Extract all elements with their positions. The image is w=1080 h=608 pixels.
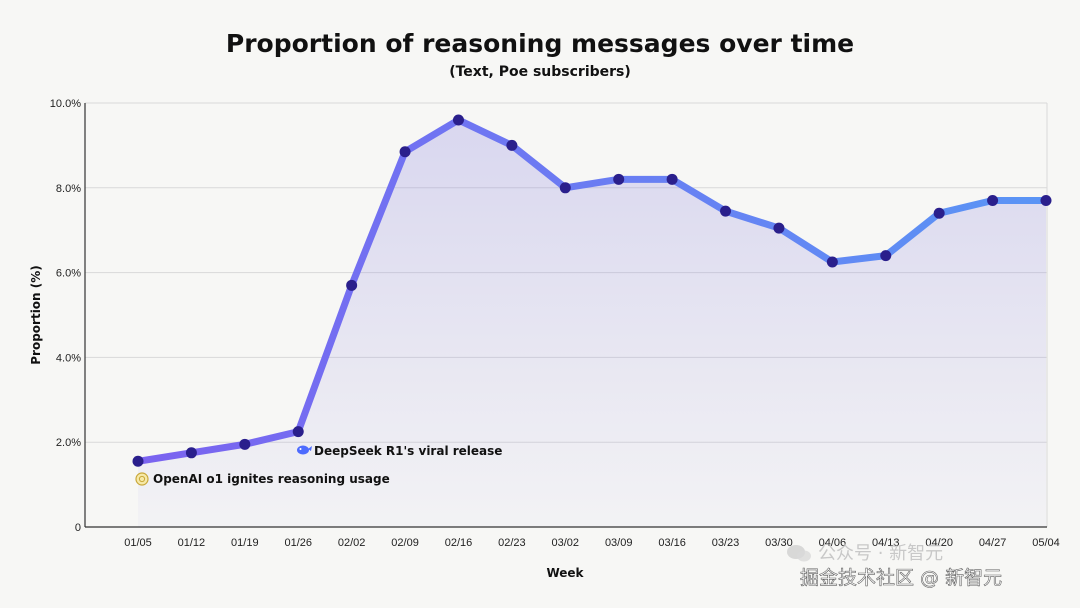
y-tick-label: 6.0% [56, 268, 81, 280]
x-tick-label: 01/19 [231, 537, 259, 549]
y-tick-label: 2.0% [56, 437, 81, 449]
deepseek-whale-icon [297, 445, 312, 455]
data-point-04/20 [933, 207, 945, 219]
data-point-03/09 [613, 173, 625, 185]
data-point-02/16 [452, 114, 464, 126]
series-area [138, 119, 1046, 528]
data-point-05/04 [1040, 195, 1052, 207]
area-fill [138, 119, 1046, 528]
x-tick-label: 03/16 [658, 537, 686, 549]
annotation-deepseek: DeepSeek R1's viral release [297, 444, 502, 458]
axes [84, 103, 1047, 528]
data-point-03/02 [559, 182, 571, 194]
x-tick-label: 01/05 [124, 537, 152, 549]
x-tick-label: 02/02 [338, 537, 366, 549]
watermark-line1: 公众号 · 新智元 [818, 543, 943, 564]
data-point-03/16 [666, 173, 678, 185]
y-tick-label: 4.0% [56, 352, 81, 364]
x-tick-label: 03/30 [765, 537, 793, 549]
watermark: 公众号 · 新智元 掘金技术社区 @ 新智元 [787, 543, 1002, 589]
annotation-deepseek-label: DeepSeek R1's viral release [314, 444, 502, 458]
x-tick-label: 04/13 [872, 537, 900, 549]
data-point-01/26 [292, 426, 304, 438]
y-tick-label: 10.0% [50, 98, 81, 110]
data-point-02/09 [399, 146, 411, 158]
y-tick-label: 0 [75, 522, 81, 534]
chart-title: Proportion of reasoning messages over ti… [226, 29, 854, 58]
data-point-01/05 [132, 455, 144, 467]
x-tick-label: 02/23 [498, 537, 526, 549]
series-line-path [134, 116, 1050, 465]
x-tick-label: 03/02 [552, 537, 580, 549]
data-point-03/23 [720, 205, 732, 217]
chart-subtitle: (Text, Poe subscribers) [449, 64, 631, 80]
x-tick-labels: 01/05 01/12 01/19 01/26 02/02 02/09 02/16 02/23… [124, 537, 1060, 549]
openai-logo-icon [135, 472, 149, 486]
x-tick-label: 03/23 [712, 537, 740, 549]
x-tick-label: 01/26 [284, 537, 312, 549]
watermark-line2: 掘金技术社区 @ 新智元 [800, 567, 1002, 589]
x-tick-label: 05/04 [1032, 537, 1060, 549]
wechat-icon [787, 545, 811, 562]
y-tick-label: 8.0% [56, 183, 81, 195]
x-tick-label: 04/20 [925, 537, 953, 549]
data-point-04/27 [987, 195, 999, 207]
data-point-01/19 [239, 438, 251, 450]
data-points [132, 114, 1052, 467]
x-tick-label: 04/06 [819, 537, 847, 549]
y-axis-label: Proportion (%) [29, 265, 43, 365]
x-tick-label: 04/27 [979, 537, 1007, 549]
x-tick-label: 02/16 [445, 537, 473, 549]
x-axis-label: Week [546, 566, 584, 580]
data-point-04/06 [826, 256, 838, 268]
series-line [134, 116, 1050, 465]
data-point-02/23 [506, 139, 518, 151]
data-point-02/02 [346, 279, 358, 291]
annotation-openai-label: OpenAI o1 ignites reasoning usage [153, 472, 390, 486]
x-tick-label: 02/09 [391, 537, 419, 549]
x-tick-label: 01/12 [178, 537, 206, 549]
x-tick-label: 03/09 [605, 537, 633, 549]
annotation-openai: OpenAI o1 ignites reasoning usage [135, 472, 390, 486]
y-tick-labels: 0 2.0% 4.0% 6.0% 8.0% 10.0% [50, 98, 81, 534]
data-point-04/13 [880, 250, 892, 262]
data-point-01/12 [185, 447, 197, 459]
data-point-03/30 [773, 222, 785, 234]
